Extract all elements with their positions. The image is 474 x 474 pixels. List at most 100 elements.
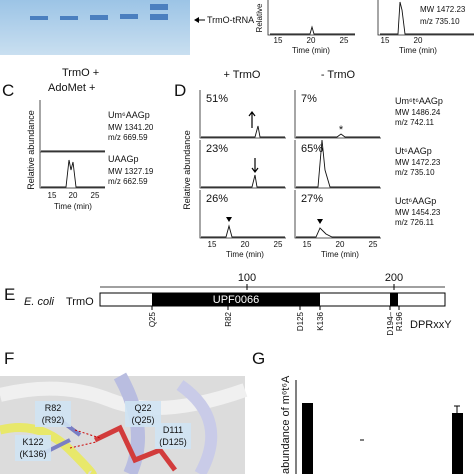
axes xyxy=(294,140,381,189)
x-label: Time (min) xyxy=(292,46,330,55)
domain xyxy=(152,293,320,306)
percent: 65% xyxy=(301,143,323,155)
species: E. coli xyxy=(24,296,55,308)
tick-label: 25 xyxy=(340,36,349,45)
marker xyxy=(226,217,323,224)
mz: m/z 726.11 xyxy=(395,218,435,227)
x-label: Time (min) xyxy=(399,46,437,55)
motif: DPRxxY xyxy=(410,319,452,331)
residue: R82 xyxy=(224,311,233,326)
percent: 51% xyxy=(206,93,228,105)
residues: Q25 R82 D125 K136 D194– R196 xyxy=(148,306,404,336)
trace xyxy=(201,125,380,238)
tick-label: 15 xyxy=(381,36,390,45)
trace xyxy=(41,150,105,188)
axes xyxy=(199,190,286,239)
panel-letter: C xyxy=(2,81,14,100)
percent: 7% xyxy=(301,93,317,105)
percent: 26% xyxy=(206,193,228,205)
mw: MW 1472.23 xyxy=(420,5,466,14)
residue: Q22 xyxy=(134,403,151,413)
gel-bands xyxy=(30,4,168,20)
tick-label: 25 xyxy=(91,191,100,200)
tick-label: 15 xyxy=(48,191,57,200)
mz: m/z 669.59 xyxy=(108,133,148,142)
residue: K122 xyxy=(22,437,43,447)
mz: m/z 735.10 xyxy=(420,17,460,26)
mz: m/z 662.59 xyxy=(108,177,148,186)
arrow xyxy=(248,111,256,128)
label-box xyxy=(155,423,191,449)
residue: R82 xyxy=(45,403,62,413)
trace-name: Um⁶AAGp xyxy=(108,110,150,120)
scale-label: 100 xyxy=(238,272,256,284)
percent: 27% xyxy=(301,193,323,205)
mz: m/z 735.10 xyxy=(395,168,435,177)
arrow xyxy=(251,158,259,173)
mw: MW 1341.20 xyxy=(108,123,154,132)
y-label: Relative abundance xyxy=(26,110,36,190)
residue: (Q25) xyxy=(131,415,154,425)
mz: m/z 742.11 xyxy=(395,118,435,127)
residue: (R92) xyxy=(42,415,65,425)
panel-letter: D xyxy=(174,81,186,100)
error-bar xyxy=(454,405,460,413)
percent: 23% xyxy=(206,143,228,155)
label-box xyxy=(35,401,71,427)
residue-labels: R82 (R92) Q22 (Q25) K122 (K136) D111 (D125) xyxy=(15,401,191,461)
residue: D125 xyxy=(296,311,305,331)
condition: TrmO + xyxy=(62,67,99,79)
motif-block xyxy=(390,293,398,306)
tick-label: 15 xyxy=(274,36,283,45)
panel-letter: G xyxy=(252,349,265,368)
mw: MW 1472.23 xyxy=(395,158,441,167)
trace-name: Um⁶t⁶AAGp xyxy=(395,96,443,106)
label-box xyxy=(15,435,51,461)
residue: (D125) xyxy=(159,437,187,447)
scale-label: 200 xyxy=(385,272,403,284)
condition: AdoMet + xyxy=(48,82,95,94)
y-label: Relative xyxy=(255,3,264,32)
axes xyxy=(199,140,286,189)
bar xyxy=(452,413,463,474)
tick-label: 15 xyxy=(208,240,217,249)
tick-label: 20 xyxy=(307,36,316,45)
protein: TrmO xyxy=(66,296,94,308)
panel-letter: E xyxy=(4,285,15,304)
trace-name: Uct⁶AAGp xyxy=(395,196,436,206)
residue: (K136) xyxy=(19,449,46,459)
tick-label: 20 xyxy=(241,240,250,249)
tick-label: 20 xyxy=(336,240,345,249)
axes xyxy=(39,100,105,189)
mw: MW 1454.23 xyxy=(395,208,441,217)
tick-label: 15 xyxy=(303,240,312,249)
mw: MW 1327.19 xyxy=(108,167,154,176)
y-label: abundance of m⁶t⁶A xyxy=(280,375,292,474)
mw: MW 1486.24 xyxy=(395,108,441,117)
tick-label: 20 xyxy=(69,191,78,200)
residue: R196 xyxy=(395,311,404,331)
label-box xyxy=(125,401,161,427)
structure xyxy=(0,372,248,474)
x-label: Time (min) xyxy=(226,250,264,259)
residue: Q25 xyxy=(148,311,157,327)
trace xyxy=(270,1,474,35)
y-label: Relative abundance xyxy=(182,130,192,210)
axes xyxy=(199,90,286,139)
trace-name: UAAGp xyxy=(108,154,139,164)
column-header: - TrmO xyxy=(321,69,356,81)
domain-label: UPF0066 xyxy=(213,294,259,306)
band-label: TrmO-tRNA xyxy=(207,15,254,25)
axes xyxy=(267,0,474,36)
panel-letter: F xyxy=(4,349,14,368)
trace-name: Ut⁶AAGp xyxy=(395,146,432,156)
arrow-head xyxy=(194,17,199,23)
bar xyxy=(302,403,313,474)
tick-label: 25 xyxy=(369,240,378,249)
x-label: Time (min) xyxy=(54,202,92,211)
axes xyxy=(294,190,381,239)
asterisk: * xyxy=(339,124,344,136)
column-header: + TrmO xyxy=(224,69,261,81)
residue: K136 xyxy=(316,311,325,330)
